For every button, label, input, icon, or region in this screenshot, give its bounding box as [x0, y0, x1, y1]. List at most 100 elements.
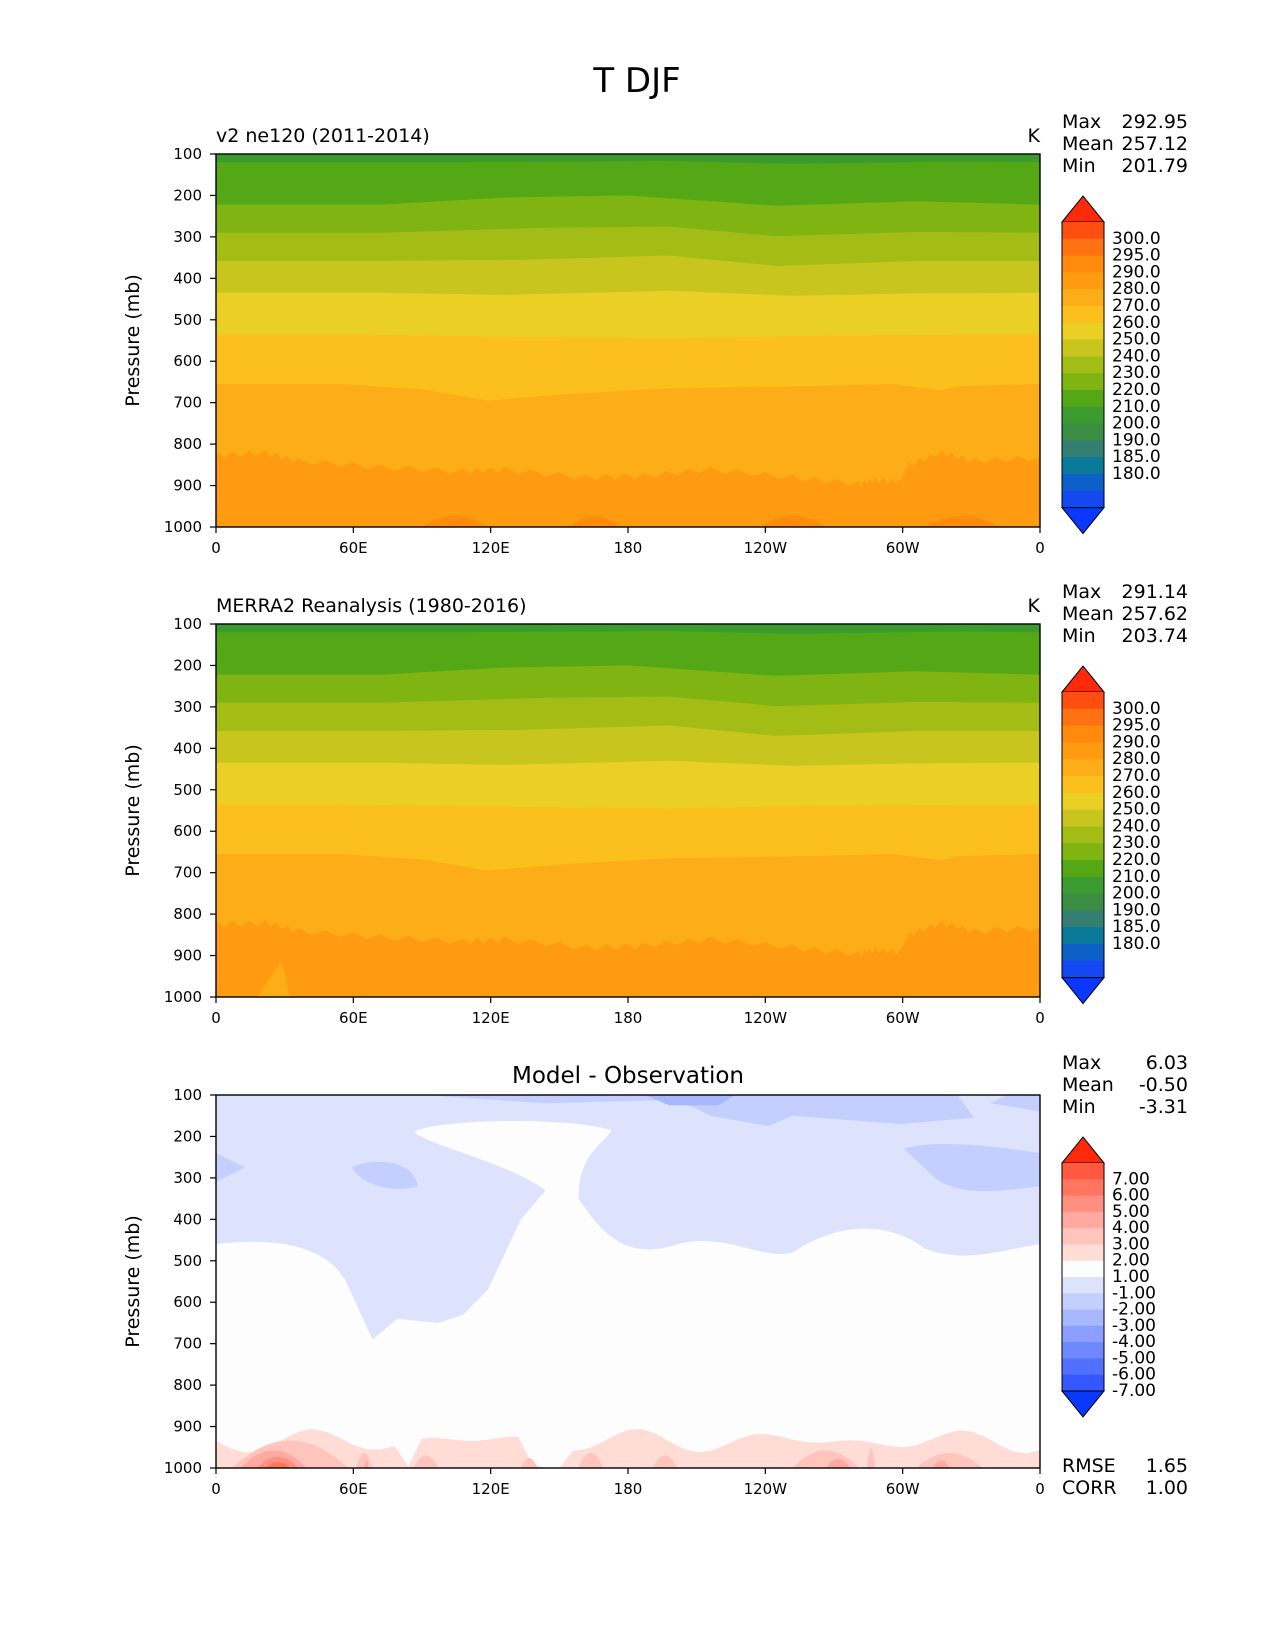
colorbar-swatch — [1062, 390, 1104, 408]
colorbar-label: 2.00 — [1112, 1251, 1150, 1271]
colorbar-swatch — [1062, 692, 1104, 710]
colorbar-label: 295.0 — [1112, 246, 1161, 266]
stat-value: 203.74 — [1122, 625, 1188, 647]
panel-title: Model - Observation — [512, 1063, 744, 1089]
units-label: K — [1028, 125, 1041, 147]
y-tick-label: 200 — [173, 1127, 202, 1145]
colorbar-label: 280.0 — [1112, 749, 1161, 769]
metric-label: CORR — [1062, 1477, 1117, 1499]
colorbar-label: 295.0 — [1112, 716, 1161, 736]
colorbar-label: 220.0 — [1112, 380, 1161, 400]
metrics-block: RMSE 1.65 CORR 1.00 — [1062, 1455, 1188, 1499]
x-tick-label: 60W — [886, 539, 920, 557]
y-tick-label: 1000 — [164, 988, 202, 1006]
x-tick-label: 120E — [472, 539, 510, 557]
contour-patch-pos2 — [520, 1458, 538, 1468]
colorbar-swatch — [1062, 1228, 1104, 1245]
x-tick-label: 60W — [886, 1480, 920, 1498]
stat-value: -3.31 — [1139, 1096, 1188, 1118]
units-label: K — [1028, 595, 1041, 617]
contour-patch-295 — [759, 516, 826, 527]
stat-label: Min — [1062, 1096, 1096, 1118]
stat-value: 257.12 — [1122, 133, 1188, 155]
colorbar-label: -6.00 — [1112, 1365, 1156, 1385]
contour-patch-pos2 — [413, 1455, 439, 1468]
y-tick-label: 300 — [173, 1169, 202, 1187]
colorbar-swatch — [1062, 1325, 1104, 1343]
colorbar-swatch — [1062, 322, 1104, 341]
contour-patch-neg2 — [990, 1095, 1040, 1112]
panel-test: 100 200 300 400 500 600 700 800 900 1000 0 60E 120E 1… — [122, 125, 1045, 557]
colorbar-swatch — [1062, 742, 1104, 760]
colorbar-label: 1.00 — [1112, 1267, 1150, 1287]
colorbar-swatch — [1062, 893, 1104, 911]
colorbar-swatch — [1062, 759, 1104, 777]
colorbar-swatch — [1062, 809, 1104, 827]
contour-patch-280 — [257, 962, 291, 997]
x-tick-label: 0 — [1035, 539, 1045, 557]
y-axis-label: Pressure (mb) — [122, 1215, 144, 1348]
contour-patch-pos2 — [652, 1455, 678, 1468]
colorbar-label: 200.0 — [1112, 414, 1161, 434]
stat-label: Max — [1062, 1052, 1101, 1074]
colorbar-label: 4.00 — [1112, 1218, 1150, 1238]
y-tick-label: 1000 — [164, 1459, 202, 1477]
x-tick-label: 180 — [614, 1009, 643, 1027]
colorbar-label: 7.00 — [1112, 1169, 1150, 1189]
stat-value: 6.03 — [1146, 1052, 1188, 1074]
x-tick-label: 0 — [1035, 1009, 1045, 1027]
stat-label: Mean — [1062, 1074, 1114, 1096]
colorbar: 300.0295.0290.0280.0270.0260.0250.0240.0… — [1060, 665, 1161, 1005]
colorbar-label: 240.0 — [1112, 816, 1161, 836]
colorbar-swatch — [1062, 440, 1104, 458]
y-tick-label: 300 — [173, 228, 202, 246]
colorbar-label: 3.00 — [1112, 1234, 1150, 1254]
colorbar-outline — [1061, 1163, 1105, 1391]
metric-value: 1.65 — [1146, 1455, 1188, 1477]
y-tick-label: 200 — [173, 656, 202, 674]
contour-patch-pos2 — [356, 1453, 373, 1468]
figure-title: T DJF — [592, 61, 680, 101]
colorbar-outline — [1061, 692, 1105, 978]
stats-block: Max 6.03 Mean -0.50 Min -3.31 — [1062, 1052, 1188, 1118]
colorbar-swatch — [1062, 373, 1104, 391]
x-tick-label: 120E — [472, 1009, 510, 1027]
contour-patch-neg2 — [351, 1161, 418, 1189]
colorbar-extend-max — [1060, 1136, 1106, 1164]
colorbar-swatch — [1062, 860, 1104, 878]
contour-patch-pos — [825, 1459, 851, 1468]
colorbar-label: 250.0 — [1112, 330, 1161, 350]
colorbar-swatch — [1062, 1163, 1104, 1180]
colorbar-label: 260.0 — [1112, 313, 1161, 333]
contour-patch-pos — [364, 1460, 369, 1468]
stat-label: Max — [1062, 111, 1101, 133]
metric-label: RMSE — [1062, 1455, 1116, 1477]
colorbar-label: -7.00 — [1112, 1381, 1156, 1401]
colorbar-label: 250.0 — [1112, 800, 1161, 820]
colorbar-label: 280.0 — [1112, 279, 1161, 299]
colorbar-label: 290.0 — [1112, 732, 1161, 752]
colorbar-swatch — [1062, 306, 1104, 324]
y-tick-label: 600 — [173, 352, 202, 370]
stat-label: Mean — [1062, 133, 1114, 155]
x-tick-label: 0 — [211, 539, 221, 557]
panel-reference: 100 200 300 400 500 600 700 800 900 1000 0 60E 120E 1… — [122, 595, 1045, 1027]
y-tick-label: 400 — [173, 1210, 202, 1228]
colorbar-swatch — [1062, 1358, 1104, 1376]
colorbar-label: 210.0 — [1112, 867, 1161, 887]
colorbar-swatch — [1062, 1374, 1104, 1392]
colorbar-extend-max — [1060, 195, 1106, 223]
colorbar: 300.0295.0290.0280.0270.0260.0250.0240.0… — [1060, 195, 1161, 535]
y-tick-label: 700 — [173, 1335, 202, 1353]
y-tick-label: 800 — [173, 1376, 202, 1394]
colorbar-swatch — [1062, 944, 1104, 962]
stats-block: Max 292.95 Mean 257.12 Min 201.79 — [1062, 111, 1188, 177]
contour-plot — [216, 624, 1040, 997]
x-tick-label: 120W — [744, 1009, 788, 1027]
colorbar-label: 270.0 — [1112, 296, 1161, 316]
y-tick-label: 500 — [173, 1252, 202, 1270]
stat-label: Mean — [1062, 603, 1114, 625]
colorbar-swatch — [1062, 1293, 1104, 1311]
colorbar-label: -2.00 — [1112, 1300, 1156, 1320]
